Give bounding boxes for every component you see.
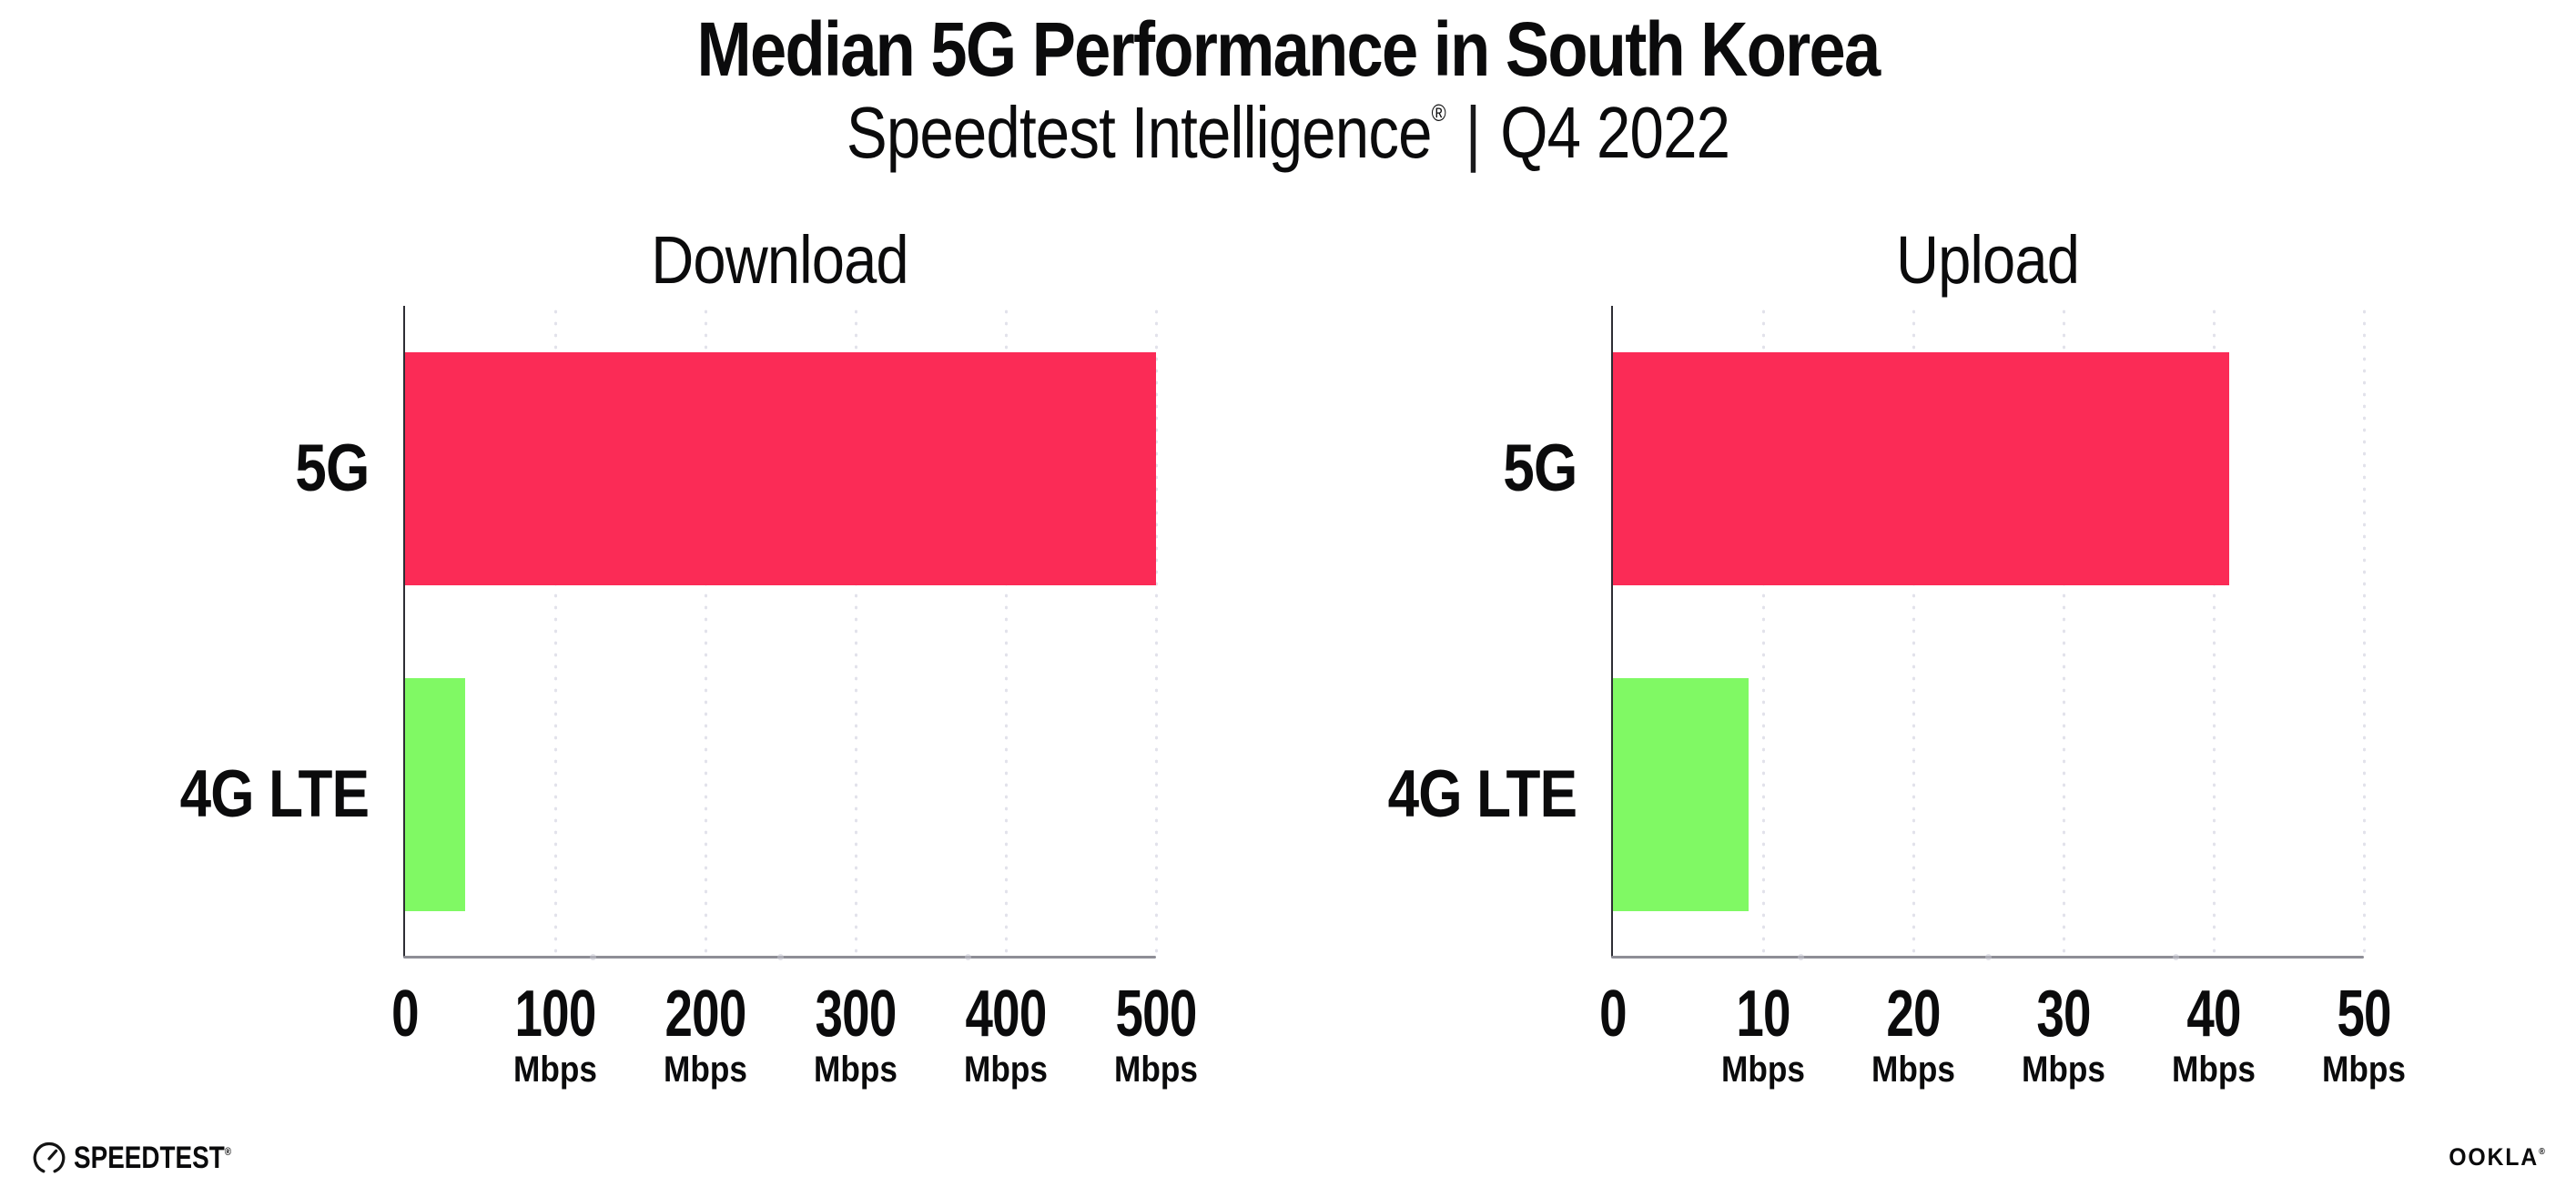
x-tick-unit: Mbps — [2172, 1050, 2256, 1090]
speedtest-logo: SPEEDTEST® — [33, 1140, 266, 1176]
x-tick-label: 200 — [664, 978, 746, 1050]
x-tick-unit: Mbps — [664, 1050, 747, 1090]
ookla-registered-mark: ® — [2539, 1147, 2545, 1157]
gridline — [2062, 306, 2065, 958]
speedtest-wordmark: SPEEDTEST® — [74, 1141, 231, 1176]
registered-mark: ® — [1431, 99, 1446, 127]
gridline — [2362, 306, 2366, 958]
gridline — [1912, 306, 1915, 958]
speedtest-wordmark-text: SPEEDTEST — [74, 1140, 225, 1175]
axis-minor-tick-dot — [1985, 954, 1992, 960]
page-subtitle: Speedtest Intelligence® | Q4 2022 — [206, 89, 2369, 193]
speedtest-gauge-icon — [33, 1141, 66, 1173]
bar-5g — [405, 352, 1156, 585]
x-tick-label: 40 — [2186, 978, 2241, 1050]
x-tick-unit: Mbps — [1871, 1050, 1955, 1090]
x-tick-unit: Mbps — [1721, 1050, 1805, 1090]
category-label-4g-lte: 4G LTE — [179, 757, 369, 831]
speedtest-registered-mark: ® — [224, 1144, 232, 1158]
bar-5g — [1613, 352, 2229, 585]
category-label-5g: 5G — [294, 431, 370, 505]
gridline — [854, 306, 857, 958]
subtitle-brand: Speedtest Intelligence — [846, 92, 1433, 173]
chart-title: Download — [651, 222, 908, 298]
axis-minor-tick-dot — [589, 954, 596, 960]
x-tick-label: 0 — [391, 978, 419, 1050]
subtitle-divider: | — [1465, 92, 1481, 173]
ookla-wordmark: OOKLA® — [2449, 1143, 2545, 1172]
x-tick-unit: Mbps — [964, 1050, 1048, 1090]
x-tick-label: 20 — [1886, 978, 1941, 1050]
axis-minor-tick-dot — [777, 954, 784, 960]
plot-area: 5G 4G LTE 0 100 Mbps 200 Mbps 300 Mbps 400 Mbps 500… — [179, 306, 1198, 1089]
x-tick-unit: Mbps — [2022, 1050, 2105, 1090]
axis-minor-tick-dot — [2173, 954, 2180, 960]
page-title: Median 5G Performance in South Korea — [696, 6, 1881, 92]
chart-download: Download 5G 4G LTE 0 100 Mbps 200 Mbps 300 Mbps 4… — [179, 224, 1198, 1092]
gridline — [553, 306, 557, 958]
x-tick-label: 10 — [1736, 978, 1790, 1050]
x-tick-label: 500 — [1115, 978, 1197, 1050]
plot-area: 5G 4G LTE 0 10 Mbps 20 Mbps 30 Mbps 40 Mbps 50 Mbps — [1387, 306, 2406, 1089]
x-tick-label: 0 — [1599, 978, 1627, 1050]
gridline — [2212, 306, 2216, 958]
gridline — [1154, 306, 1158, 958]
subtitle-period: Q4 2022 — [1500, 92, 1730, 173]
category-label-4g-lte: 4G LTE — [1387, 757, 1577, 831]
x-tick-unit: Mbps — [1114, 1050, 1198, 1090]
chart-title: Upload — [1895, 222, 2080, 298]
axis-minor-tick-dot — [965, 954, 972, 960]
axis-minor-tick-dot — [1797, 954, 1804, 960]
category-label-5g: 5G — [1502, 431, 1577, 505]
gridline — [1004, 306, 1008, 958]
x-tick-label: 300 — [815, 978, 897, 1050]
bar-4g-lte — [1613, 678, 1749, 911]
x-tick-label: 50 — [2337, 978, 2391, 1050]
gridline — [704, 306, 707, 958]
x-tick-label: 100 — [514, 978, 596, 1050]
x-tick-unit: Mbps — [2322, 1050, 2406, 1090]
ookla-wordmark-text: OOKLA — [2449, 1143, 2540, 1171]
x-tick-unit: Mbps — [513, 1050, 597, 1090]
chart-upload: Upload 5G 4G LTE 0 10 Mbps 20 Mbps 30 Mbps 40 Mbps… — [1387, 224, 2406, 1092]
x-tick-unit: Mbps — [814, 1050, 898, 1090]
bar-4g-lte — [405, 678, 465, 911]
x-tick-label: 30 — [2036, 978, 2091, 1050]
gridline — [1761, 306, 1765, 958]
x-tick-label: 400 — [965, 978, 1047, 1050]
